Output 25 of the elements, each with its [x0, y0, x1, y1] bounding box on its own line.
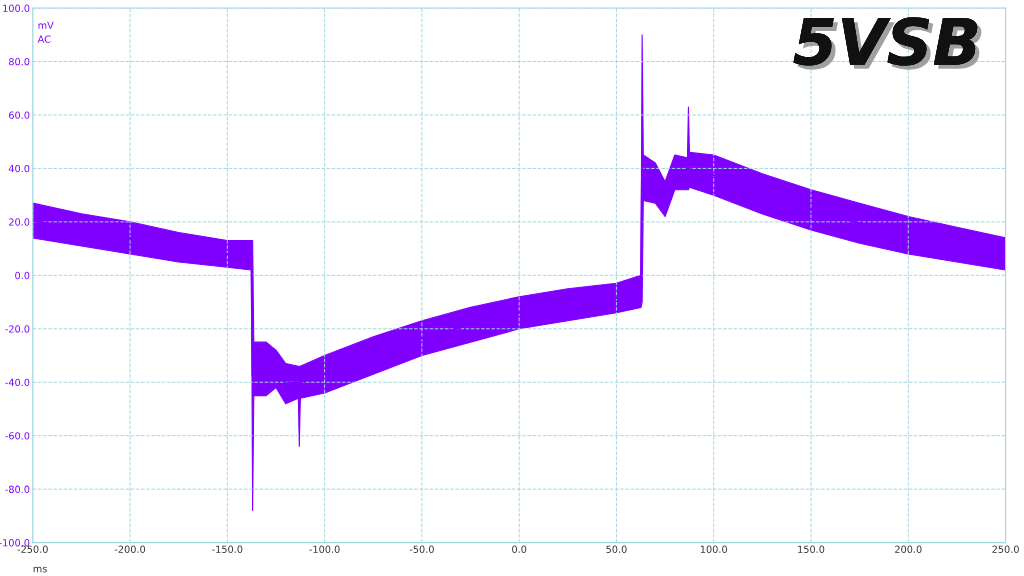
y-tick-label: -100.0	[0, 539, 30, 547]
y-tick-label: 80.0	[9, 57, 30, 66]
x-tick-label: -250.0	[17, 545, 48, 553]
x-tick-label: -50.0	[409, 545, 434, 553]
y-tick-label: -80.0	[5, 485, 30, 493]
y-tick-label: 60.0	[9, 111, 30, 119]
y-tick-label: 100.0	[3, 4, 30, 12]
x-tick-label: 100.0	[700, 545, 727, 553]
y-axis-title: mV AC	[37, 21, 54, 43]
x-axis-title: ms	[33, 566, 47, 573]
y-tick-label: -60.0	[5, 432, 30, 440]
x-tick-label: 150.0	[798, 545, 825, 553]
y-tick-label: 40.0	[8, 164, 30, 173]
x-tick-label: -100.0	[309, 545, 340, 553]
x-tick-label: 0.0	[512, 545, 527, 553]
y-tick-label: -40.0	[5, 378, 30, 387]
y-tick-label: -20.0	[5, 325, 30, 333]
x-tick-label: -150.0	[212, 545, 243, 553]
y-tick-label: 20.0	[9, 218, 30, 226]
x-tick-label: 250.0	[992, 545, 1019, 553]
chart-title: 5VSB	[793, 17, 982, 70]
y-tick-label: 0.0	[15, 271, 30, 280]
x-tick-label: -200.0	[114, 545, 146, 553]
x-tick-label: 200.0	[895, 545, 922, 553]
x-tick-label: 50.0	[606, 545, 627, 553]
